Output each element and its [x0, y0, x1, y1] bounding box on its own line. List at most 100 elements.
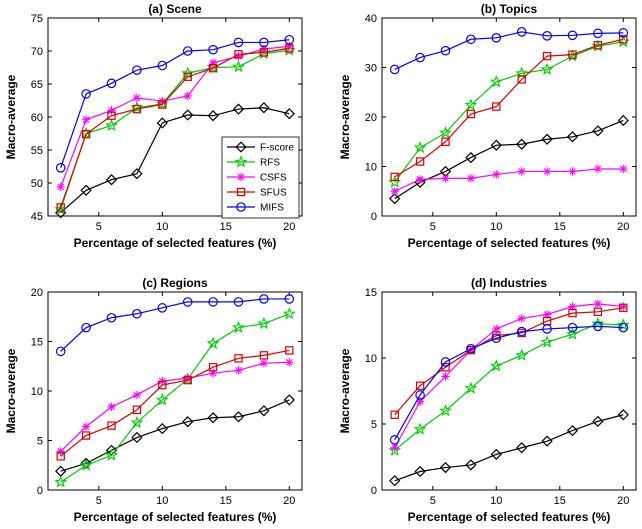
data-point [233, 37, 244, 48]
x-tick-label: 10 [156, 495, 168, 507]
data-point [259, 294, 269, 304]
data-point [413, 140, 427, 154]
data-point [130, 415, 144, 429]
data-point [491, 32, 502, 43]
data-point [592, 415, 604, 428]
series-line [60, 349, 290, 457]
data-point [466, 343, 476, 354]
data-point [158, 380, 167, 390]
data-point [466, 109, 476, 119]
data-point [182, 46, 193, 56]
chart-title: (a) Scene [148, 2, 202, 16]
y-axis-label: Macro-average [4, 348, 18, 433]
x-tick-label: 10 [490, 495, 502, 507]
data-point [464, 381, 478, 394]
y-tick-label: 0 [37, 485, 43, 497]
data-point [388, 443, 402, 456]
series-f-score [389, 409, 629, 487]
series-line [60, 107, 290, 214]
data-point [56, 203, 65, 212]
series-line [394, 307, 624, 416]
y-tick-label: 55 [31, 145, 43, 157]
series-mifs [389, 321, 629, 445]
series-line [60, 313, 290, 483]
data-point [517, 75, 526, 84]
data-point [131, 168, 143, 180]
data-point [232, 103, 245, 115]
chart-panel: 5 10 15 20 0 5 10 15 20 (c) Regions Percentage of … [4, 276, 303, 524]
data-point [490, 139, 502, 151]
data-point [619, 164, 628, 174]
data-point [542, 31, 552, 41]
data-point [55, 163, 66, 173]
data-point [284, 34, 295, 45]
x-tick-label: 15 [554, 495, 566, 507]
series-line [394, 168, 624, 192]
data-point [234, 50, 243, 59]
data-point [568, 50, 577, 59]
y-tick-label: 50 [31, 178, 43, 190]
series-line [394, 303, 624, 449]
data-point [619, 302, 628, 311]
y-tick-label: 45 [31, 211, 43, 223]
data-point [441, 137, 450, 146]
series-line [394, 119, 624, 200]
data-point [542, 324, 552, 334]
data-point [105, 174, 118, 186]
data-point [156, 117, 168, 129]
data-point [492, 102, 501, 111]
x-tick-label: 15 [554, 221, 566, 233]
y-tick-label: 20 [31, 287, 43, 299]
data-point [566, 424, 579, 437]
data-point [81, 322, 91, 333]
series-line [60, 399, 290, 472]
legend-marker [236, 187, 246, 197]
x-tick-label: 20 [617, 221, 629, 233]
data-point [415, 52, 425, 63]
series-f-score [389, 114, 629, 205]
y-tick-label: 65 [31, 79, 43, 91]
data-point [413, 422, 427, 435]
chart-title: (d) Industries [471, 276, 547, 290]
y-tick-label: 10 [365, 353, 377, 365]
data-point [106, 312, 117, 323]
data-point [516, 27, 527, 37]
series-f-score [55, 394, 295, 477]
data-point [415, 157, 425, 166]
data-point [132, 65, 142, 75]
data-point [132, 308, 142, 319]
legend-label: MIFS [260, 203, 284, 214]
data-point [285, 358, 294, 367]
data-point [183, 375, 192, 385]
data-point [208, 63, 218, 73]
data-point [208, 44, 218, 55]
y-tick-label: 75 [31, 13, 43, 25]
legend-label: RFS [260, 158, 280, 169]
data-point [568, 167, 577, 176]
y-tick-label: 0 [371, 211, 377, 223]
data-point [619, 35, 628, 44]
data-point [490, 448, 502, 461]
data-point [258, 102, 270, 114]
data-point [283, 394, 295, 406]
x-axis-label: Percentage of selected features (%) [74, 510, 277, 524]
legend-label: F-score [260, 143, 294, 154]
data-point [182, 416, 194, 428]
data-point [440, 45, 451, 56]
data-point [617, 114, 629, 127]
data-point [131, 431, 143, 444]
data-point [593, 307, 603, 317]
data-point [233, 297, 244, 307]
legend: F-score RFS CSFS SFUS MIFS [221, 136, 300, 219]
series-line [60, 45, 290, 188]
data-point [107, 111, 116, 120]
series-line [394, 41, 624, 183]
series-line [394, 414, 624, 482]
data-point [257, 316, 271, 330]
series-line [60, 49, 290, 210]
data-point [282, 307, 296, 320]
y-tick-label: 15 [31, 337, 43, 349]
legend-marker [236, 172, 246, 182]
chart-panel: 5 10 15 20 45 50 55 60 65 70 75 (a) Scene Percentage… [4, 2, 303, 250]
